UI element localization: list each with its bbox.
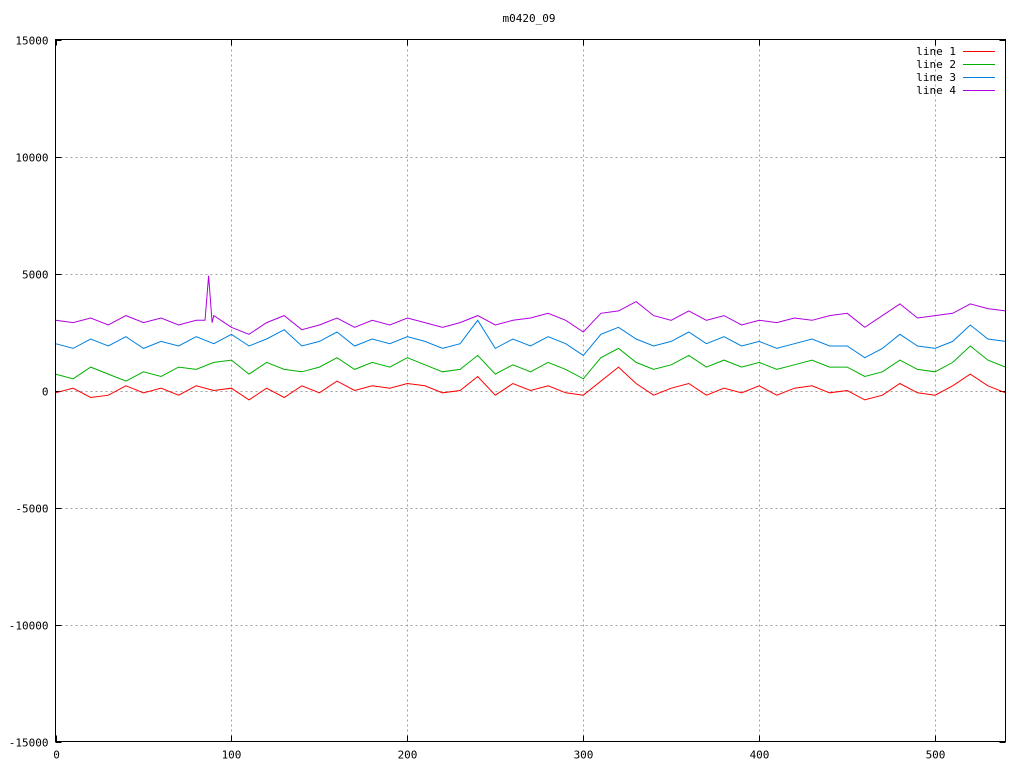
x-tick-label: 100 <box>222 749 242 762</box>
series-line-2 <box>55 345 1006 382</box>
x-tick-label: 0 <box>53 749 60 762</box>
series-line-3 <box>55 319 1006 359</box>
legend-label-3: line 3 <box>916 71 956 84</box>
x-tick-label: 400 <box>750 749 770 762</box>
y-tick-label: 0 <box>42 386 49 399</box>
x-tick-label: 500 <box>926 749 946 762</box>
chart-title: m0420_09 <box>503 12 556 25</box>
x-tick-label: 300 <box>574 749 594 762</box>
y-tick-label: 5000 <box>22 269 49 282</box>
y-tick-label: 15000 <box>15 35 48 48</box>
y-tick-label: -5000 <box>15 503 48 516</box>
legend-label-4: line 4 <box>916 84 956 97</box>
grid <box>55 39 1006 742</box>
series-group <box>55 275 1006 401</box>
plot-frame <box>55 39 1006 742</box>
legend-label-1: line 1 <box>916 45 956 58</box>
y-tick-label: -15000 <box>9 737 49 750</box>
series-line-4 <box>55 275 1006 335</box>
tick-labels: -15000 -10000 -5000 0 5000 10000 15000 0 100 200 3… <box>9 35 946 762</box>
axis-ticks <box>55 39 1006 743</box>
y-tick-label: 10000 <box>15 152 48 165</box>
legend-label-2: line 2 <box>916 58 956 71</box>
x-tick-label: 200 <box>398 749 418 762</box>
series-line-1 <box>55 366 1006 401</box>
y-tick-label: -10000 <box>9 620 49 633</box>
